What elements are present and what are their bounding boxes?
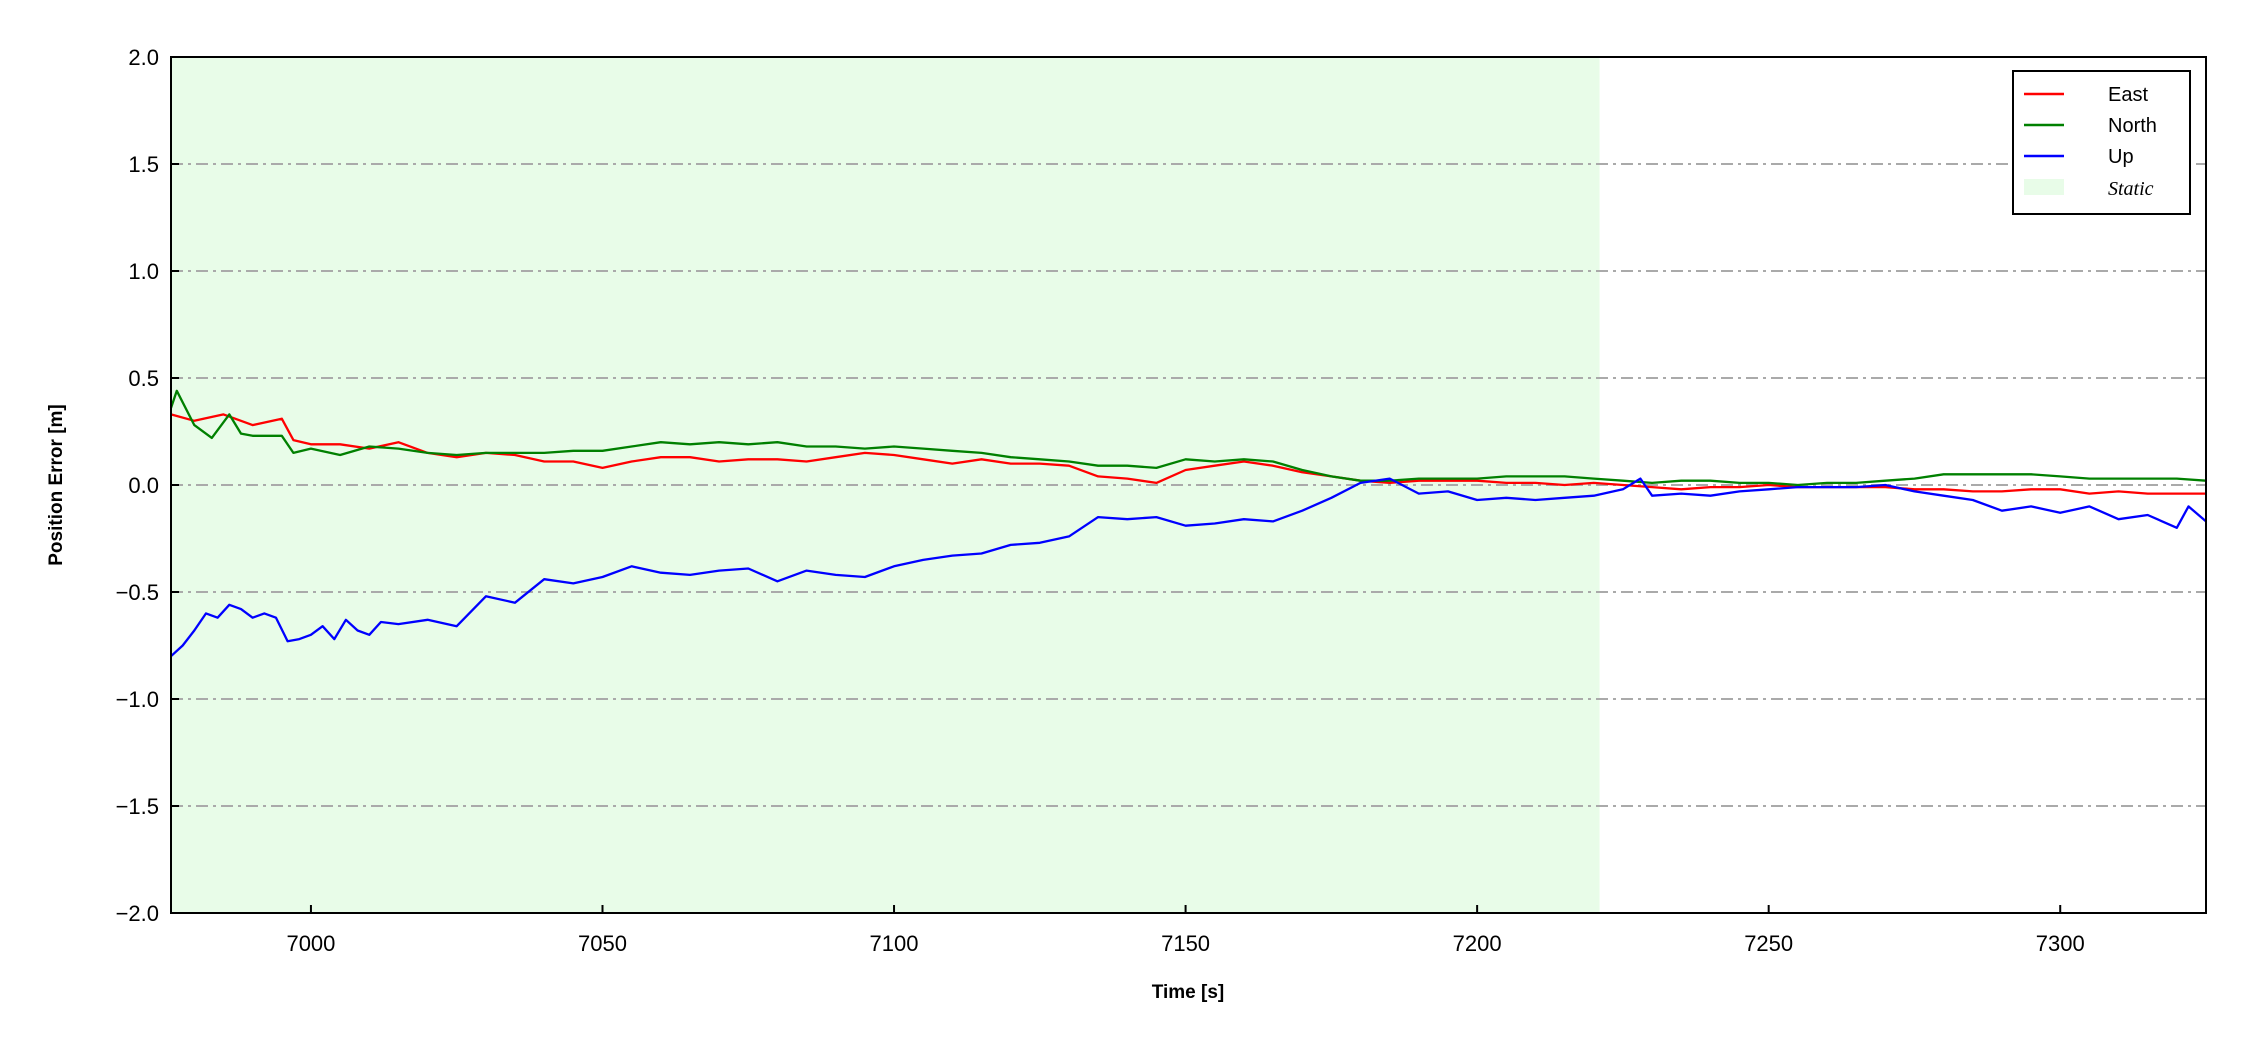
x-tick-label: 7050 <box>578 931 627 956</box>
y-tick-label: 0.5 <box>128 366 159 391</box>
legend-north-label: North <box>2108 115 2157 137</box>
y-tick-label: −2.0 <box>116 901 159 926</box>
series-up-line <box>170 477 2207 658</box>
x-tick-label: 7000 <box>286 931 335 956</box>
legend-static-swatch <box>2024 179 2064 195</box>
legend: East North Up Static <box>2012 70 2191 215</box>
y-tick-label: −0.5 <box>116 580 159 605</box>
x-tick-label: 7200 <box>1453 931 1502 956</box>
y-tick-label: 1.0 <box>128 259 159 284</box>
y-axis-label: Position Error [m] <box>46 404 67 566</box>
y-tick-label: −1.5 <box>116 794 159 819</box>
y-tick-label: 2.0 <box>128 45 159 70</box>
y-tick-label: 1.5 <box>128 152 159 177</box>
x-tick-label: 7300 <box>2036 931 2085 956</box>
static-region <box>171 57 1600 913</box>
x-tick-label: 7250 <box>1744 931 1793 956</box>
y-tick-label: 0.0 <box>128 473 159 498</box>
y-tick-label: −1.0 <box>116 687 159 712</box>
x-tick-label: 7150 <box>1161 931 1210 956</box>
series-north-line <box>169 389 2207 487</box>
legend-up-label: Up <box>2108 146 2134 168</box>
x-axis-label: Time [s] <box>1152 982 1225 1003</box>
x-tick-label: 7100 <box>870 931 919 956</box>
legend-east-label: East <box>2108 84 2148 106</box>
legend-static-label: Static <box>2108 178 2154 200</box>
